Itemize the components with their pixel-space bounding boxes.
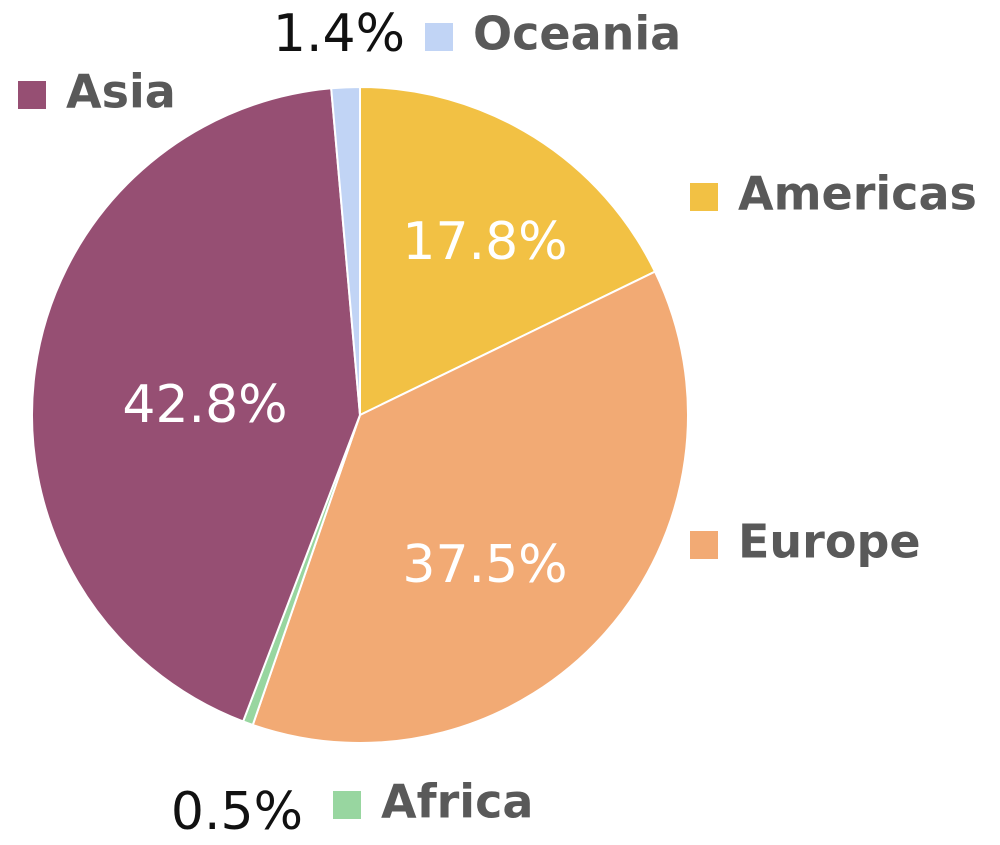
legend-marker [333, 791, 361, 819]
pie-slice [251, 270, 689, 744]
legend-label: Asia [66, 65, 176, 119]
pie-slice [330, 85, 361, 416]
legend-label: Africa [381, 775, 533, 829]
legend-marker [18, 81, 46, 109]
data-label: 37.5% [402, 535, 567, 595]
legend-marker [690, 183, 718, 211]
pie-slice [31, 87, 362, 723]
data-label: 0.5% [171, 782, 303, 842]
legend-label: Europe [738, 515, 921, 569]
legend-marker [425, 23, 453, 51]
data-label: 1.4% [273, 4, 405, 64]
pie-slice [359, 85, 657, 417]
data-label: 17.8% [402, 212, 567, 272]
data-label: 42.8% [122, 375, 287, 435]
legend-label: Americas [738, 167, 977, 221]
legend-marker [690, 531, 718, 559]
legend-label: Oceania [473, 7, 681, 61]
